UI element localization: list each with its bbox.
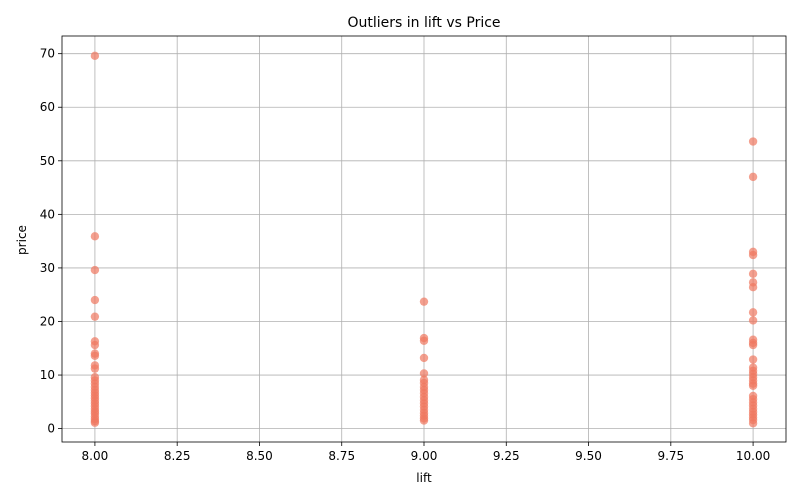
x-tick-label: 8.75 — [328, 449, 355, 463]
y-tick-label: 60 — [40, 100, 55, 114]
points-layer — [90, 51, 758, 428]
ticks-layer: 8.00 8.25 8.50 8.75 9.00 9.25 9.50 9.75 10.00 0 10… — [40, 47, 771, 463]
scatter-point — [419, 369, 429, 378]
scatter-point — [90, 364, 100, 373]
scatter-point — [748, 340, 758, 350]
x-tick-label: 8.25 — [164, 449, 191, 463]
scatter-point — [748, 250, 758, 260]
scatter-point — [748, 381, 758, 390]
y-tick-label: 10 — [40, 368, 55, 382]
y-tick-label: 70 — [40, 47, 55, 61]
scatter-point — [419, 353, 429, 363]
y-axis-label: price — [15, 225, 29, 255]
scatter-point — [90, 265, 100, 275]
scatter-point — [748, 316, 758, 325]
y-tick-label: 20 — [40, 314, 55, 328]
scatter-point — [748, 355, 758, 364]
x-axis-label: lift — [416, 471, 432, 485]
scatter-point — [748, 308, 758, 317]
scatter-point — [748, 419, 758, 428]
scatter-point — [90, 351, 100, 360]
scatter-point — [90, 312, 100, 321]
scatter-point — [90, 418, 100, 427]
scatter-point — [90, 295, 100, 305]
x-tick-label: 9.50 — [575, 449, 602, 463]
y-tick-label: 50 — [40, 154, 55, 168]
scatter-point — [90, 51, 100, 61]
x-tick-label: 8.50 — [246, 449, 273, 463]
x-tick-label: 8.00 — [82, 449, 109, 463]
chart-title: Outliers in lift vs Price — [347, 15, 500, 31]
scatter-point — [748, 283, 758, 292]
x-tick-label: 9.00 — [411, 449, 438, 463]
y-tick-label: 40 — [40, 207, 55, 221]
x-tick-label: 9.75 — [657, 449, 684, 463]
x-tick-label: 10.00 — [736, 449, 770, 463]
scatter-point — [748, 269, 758, 279]
scatter-point — [748, 172, 758, 182]
grid-layer — [62, 36, 786, 442]
scatter-point — [419, 416, 429, 425]
scatter-point — [748, 137, 758, 146]
scatter-point — [90, 232, 100, 241]
y-tick-label: 30 — [40, 261, 55, 275]
scatter-point — [419, 297, 429, 306]
scatter-point — [90, 340, 100, 350]
y-tick-label: 0 — [47, 422, 55, 436]
scatter-point — [419, 336, 429, 345]
x-tick-label: 9.25 — [493, 449, 520, 463]
